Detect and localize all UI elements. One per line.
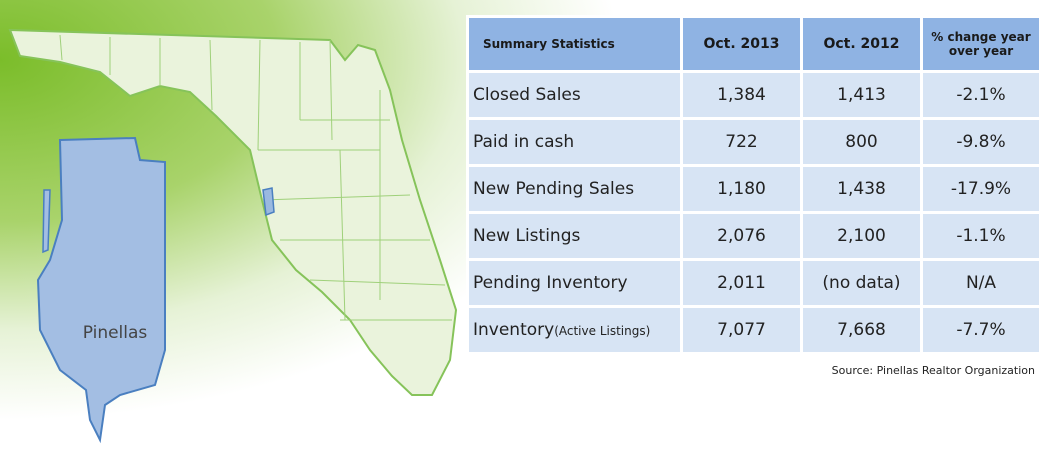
row-label-text: New Pending Sales	[473, 179, 635, 199]
table-cell: 2,076	[683, 214, 800, 258]
table-row: Inventory(Active Listings) 7,077 7,668 -7.7…	[469, 308, 1039, 352]
table-row: New Listings 2,076 2,100 -1.1%	[469, 214, 1039, 258]
table-cell: 2,011	[683, 261, 800, 305]
table-row: Paid in cash 722 800 -9.8%	[469, 120, 1039, 164]
row-label-text: Closed Sales	[473, 85, 581, 105]
table-cell: 2,100	[803, 214, 920, 258]
barrier-island	[42, 189, 51, 254]
header-cell: Summary Statistics	[469, 18, 680, 70]
table-row: Pending Inventory 2,011 (no data) N/A	[469, 261, 1039, 305]
row-label: New Listings	[469, 214, 680, 258]
row-label: Inventory(Active Listings)	[469, 308, 680, 352]
header-cell: Oct. 2012	[803, 18, 920, 70]
row-label: Pending Inventory	[469, 261, 680, 305]
header-cell: Oct. 2013	[683, 18, 800, 70]
row-label-note: (Active Listings)	[554, 324, 651, 338]
pinellas-county	[36, 136, 166, 444]
table-cell: 1,413	[803, 73, 920, 117]
row-label-text: Paid in cash	[473, 132, 575, 152]
table-cell: -1.1%	[923, 214, 1039, 258]
table-cell: -9.8%	[923, 120, 1039, 164]
row-label-text: New Listings	[473, 226, 581, 246]
county-lines	[59, 34, 452, 321]
table-row: Closed Sales 1,384 1,413 -2.1%	[469, 73, 1039, 117]
table-cell: -2.1%	[923, 73, 1039, 117]
row-label-text: Pending Inventory	[473, 273, 628, 293]
table-cell: 800	[803, 120, 920, 164]
summary-table: Summary Statistics Oct. 2013 Oct. 2012% ch…	[466, 15, 1042, 355]
pinellas-small	[262, 187, 275, 217]
table-cell: 1,384	[683, 73, 800, 117]
florida-map: Pinellas	[8, 28, 458, 444]
row-label: New Pending Sales	[469, 167, 680, 211]
table-cell: 1,180	[683, 167, 800, 211]
row-label-text: Inventory	[473, 320, 555, 340]
header-row: Summary Statistics Oct. 2013 Oct. 2012% ch…	[469, 18, 1039, 70]
table-row: New Pending Sales 1,180 1,438 -17.9%	[469, 167, 1039, 211]
county-label: Pinellas	[83, 323, 148, 343]
table-cell: N/A	[923, 261, 1039, 305]
table-cell: 7,668	[803, 308, 920, 352]
source-note: Source: Pinellas Realtor Organization	[831, 364, 1035, 377]
table-cell: (no data)	[803, 261, 920, 305]
table-cell: 7,077	[683, 308, 800, 352]
table-cell: 1,438	[803, 167, 920, 211]
header-cell: % change year over year	[923, 18, 1039, 70]
row-label: Closed Sales	[469, 73, 680, 117]
table-cell: 722	[683, 120, 800, 164]
table-cell: -7.7%	[923, 308, 1039, 352]
row-label: Paid in cash	[469, 120, 680, 164]
table-cell: -17.9%	[923, 167, 1039, 211]
